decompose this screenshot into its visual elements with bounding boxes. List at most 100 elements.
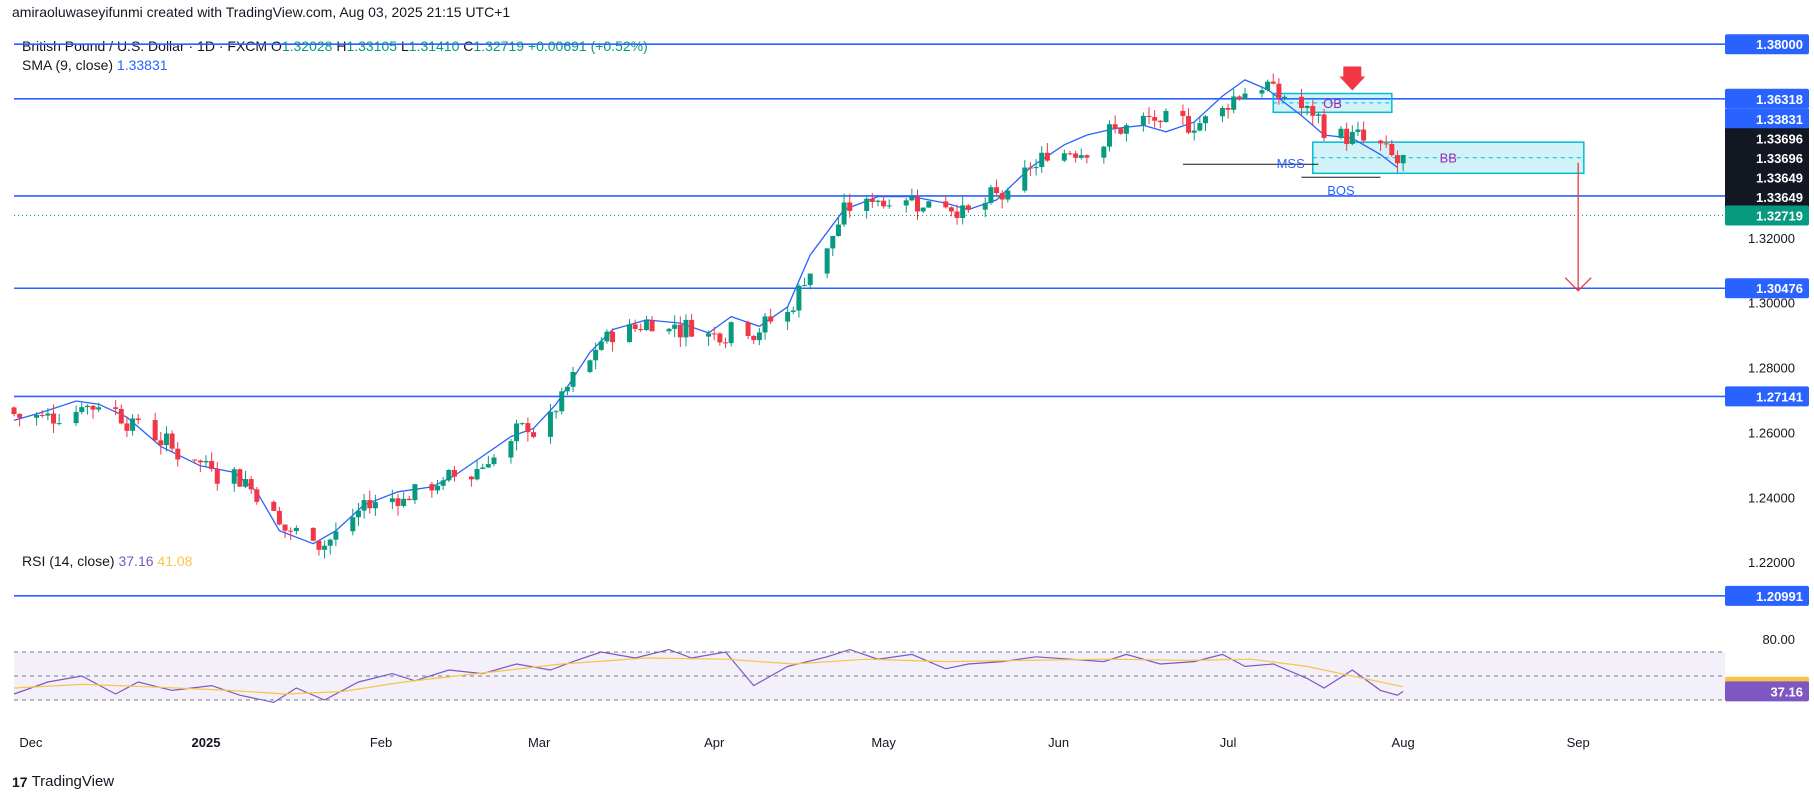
rsi-legend[interactable]: RSI (14, close) 37.16 41.08 xyxy=(22,553,192,569)
candle-body xyxy=(1061,153,1067,161)
price-tick-label: 1.22000 xyxy=(1748,555,1795,570)
candle-body xyxy=(124,423,130,431)
candle-body xyxy=(711,333,717,335)
candle-body xyxy=(350,517,356,532)
candle-body xyxy=(920,207,926,212)
rsi-ma-value: 41.08 xyxy=(157,553,193,569)
candle-body xyxy=(807,273,813,286)
level-label: 1.38000 xyxy=(1756,37,1803,52)
candle-body xyxy=(943,201,949,208)
candle-body xyxy=(547,411,553,437)
candle-body xyxy=(1219,108,1225,117)
stacked-price-label: 1.33831 xyxy=(1756,112,1803,127)
candle-body xyxy=(756,332,762,341)
level-label: 1.20991 xyxy=(1756,589,1803,604)
candle-body xyxy=(406,498,412,501)
candle-body xyxy=(73,412,79,424)
zone-label: OB xyxy=(1323,96,1342,111)
stacked-label-bg xyxy=(1725,167,1809,188)
candle-body xyxy=(130,418,136,431)
candle-body xyxy=(593,349,599,361)
candle-body xyxy=(1106,124,1112,147)
tradingview-logo[interactable]: 17 TradingView xyxy=(12,773,114,790)
stacked-price-label: 1.33649 xyxy=(1756,190,1803,205)
candle-body xyxy=(90,405,96,410)
date-tick-label: Sep xyxy=(1567,735,1590,750)
candle-body xyxy=(1073,153,1079,158)
high-key: H xyxy=(336,38,347,54)
candle-body xyxy=(214,469,220,484)
candle-body xyxy=(914,196,920,212)
candle-body xyxy=(988,187,994,203)
candle-body xyxy=(446,469,452,481)
candle-body xyxy=(480,467,486,469)
date-tick-label: Aug xyxy=(1392,735,1415,750)
candle-body xyxy=(762,316,768,333)
candle-body xyxy=(751,335,757,341)
candle-body xyxy=(519,423,525,425)
candle-body xyxy=(666,328,672,332)
candle-body xyxy=(429,484,435,491)
rsi-label[interactable]: RSI (14, close) xyxy=(22,553,115,569)
candle-body xyxy=(1282,96,1288,99)
symbol-name[interactable]: British Pound / U.S. Dollar · 1D · FXCM xyxy=(22,38,268,54)
candle-body xyxy=(790,310,796,312)
candle-body xyxy=(310,527,316,541)
candle-body xyxy=(485,464,491,468)
candle-body xyxy=(468,476,474,480)
candle-body xyxy=(1157,120,1163,123)
stacked-price-label: 1.33649 xyxy=(1756,170,1803,185)
candle-body xyxy=(723,342,729,344)
candle-body xyxy=(231,469,237,484)
candle-body xyxy=(785,311,791,322)
candle-body xyxy=(1265,81,1271,91)
candle-body xyxy=(728,322,734,344)
candle-body xyxy=(1033,167,1039,169)
candle-body xyxy=(1044,152,1050,161)
candle-body xyxy=(45,413,51,416)
candle-body xyxy=(1389,144,1395,156)
candle-body xyxy=(1163,110,1169,123)
candle-body xyxy=(1259,90,1265,94)
candle-body xyxy=(632,324,638,329)
candle-body xyxy=(84,405,90,408)
sma-legend[interactable]: SMA (9, close) 1.33831 xyxy=(22,57,168,73)
candle-body xyxy=(553,411,559,413)
stacked-label-bg xyxy=(1725,108,1809,129)
candle-body xyxy=(401,498,407,507)
candle-body xyxy=(1027,167,1033,169)
candle-body xyxy=(1276,83,1282,99)
candle-body xyxy=(322,545,328,550)
candle-body xyxy=(163,433,169,446)
candle-body xyxy=(355,510,361,518)
candle-body xyxy=(847,202,853,211)
candle-body xyxy=(1361,129,1367,141)
candle-body xyxy=(677,324,683,338)
candle-body xyxy=(954,211,960,218)
candle-body xyxy=(903,200,909,206)
candle-body xyxy=(881,200,887,207)
last-price-label-bg xyxy=(1725,205,1809,226)
change-value: +0.00691 (+0.52%) xyxy=(527,38,648,54)
candle-body xyxy=(1123,125,1129,134)
candle-body xyxy=(361,500,367,511)
candle-body xyxy=(51,413,57,424)
candle-body xyxy=(1197,123,1203,131)
candle-body xyxy=(1400,154,1406,164)
close-key: C xyxy=(463,38,474,54)
date-tick-label: Jun xyxy=(1048,735,1069,750)
level-label: 1.27141 xyxy=(1756,389,1803,404)
candle-body xyxy=(389,498,395,503)
candle-body xyxy=(1236,96,1242,99)
rsi-tick-label: 80.00 xyxy=(1762,632,1795,647)
stacked-price-label: 1.33696 xyxy=(1756,151,1803,166)
symbol-legend[interactable]: British Pound / U.S. Dollar · 1D · FXCM … xyxy=(22,38,648,54)
candle-body xyxy=(158,440,164,446)
sma-label[interactable]: SMA (9, close) xyxy=(22,57,114,73)
candle-body xyxy=(514,423,520,442)
candle-body xyxy=(598,341,604,350)
candle-body xyxy=(1338,128,1344,138)
candle-body xyxy=(1231,96,1237,110)
candle-body xyxy=(745,322,751,336)
